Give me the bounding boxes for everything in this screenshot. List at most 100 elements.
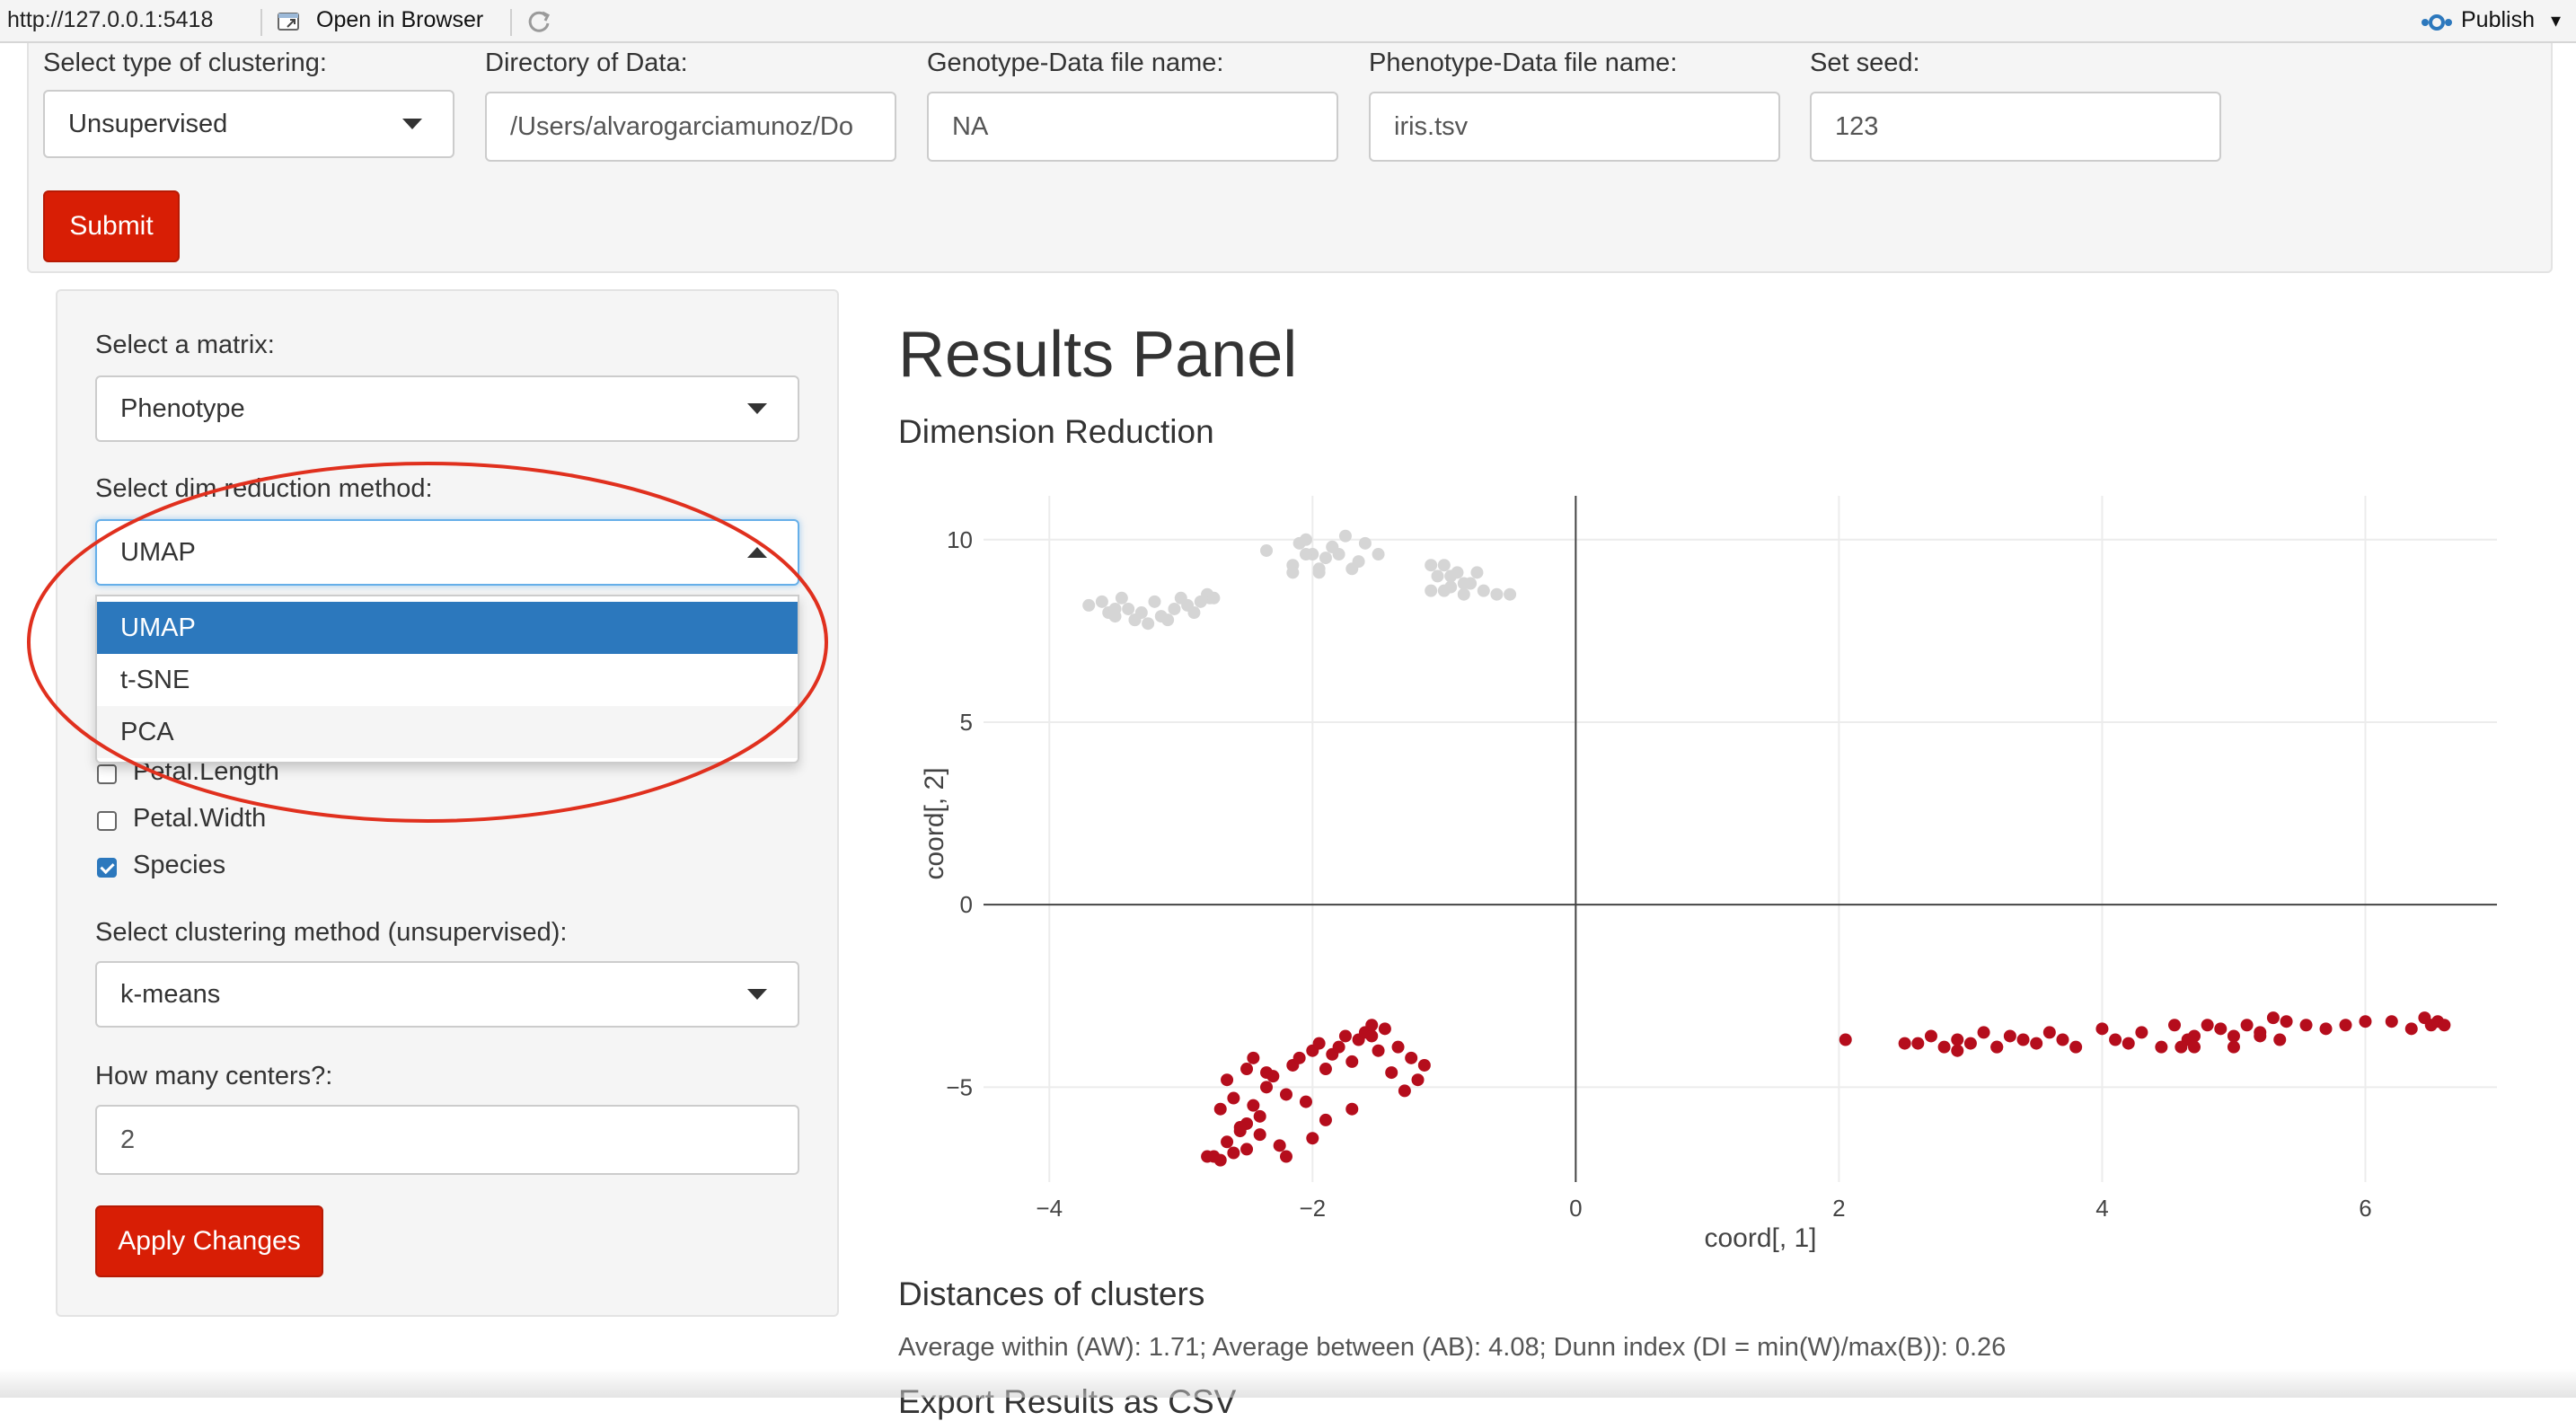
clustering-type-select[interactable]: Unsupervised	[43, 90, 454, 158]
open-in-browser-button[interactable]: Open in Browser	[316, 7, 484, 32]
data-point	[1352, 555, 1365, 569]
clustering-type-label: Select type of clustering:	[43, 49, 327, 77]
petal-width-checkbox[interactable]	[97, 811, 117, 831]
data-point	[1142, 617, 1155, 631]
data-point	[1292, 1051, 1306, 1064]
seed-input[interactable]: 123	[1810, 92, 2221, 162]
data-point	[1273, 1139, 1286, 1152]
distances-text: Average within (AW): 1.71; Average betwe…	[898, 1333, 2007, 1362]
x-tick-label: 4	[2095, 1195, 2108, 1222]
refresh-icon[interactable]	[525, 7, 553, 36]
publish-button[interactable]: Publish	[2461, 7, 2535, 32]
data-point	[1108, 602, 1122, 615]
x-tick-label: −4	[1036, 1195, 1063, 1222]
dropdown-option-tsne[interactable]: t-SNE	[120, 665, 190, 694]
publish-chevron-down-icon[interactable]: ▾	[2551, 9, 2562, 31]
data-point	[1299, 548, 1312, 561]
toolbar-divider	[260, 9, 262, 36]
submit-button[interactable]: Submit	[43, 190, 180, 262]
data-point	[2404, 1022, 2418, 1036]
data-point	[1372, 548, 1385, 561]
data-point	[1312, 562, 1326, 576]
petal-length-checkbox[interactable]	[97, 764, 117, 784]
dropdown-option-pca[interactable]: PCA	[97, 706, 798, 758]
cluster-method-label: Select clustering method (unsupervised):	[95, 918, 568, 947]
data-point	[1260, 1081, 1274, 1094]
matrix-value: Phenotype	[120, 393, 245, 423]
centers-input[interactable]: 2	[95, 1105, 799, 1175]
data-point	[1490, 587, 1504, 601]
data-point	[1470, 566, 1484, 579]
data-point	[2030, 1037, 2043, 1050]
data-point	[2122, 1037, 2135, 1050]
scatter-plot[interactable]: −4 −2 0 2 4 6 −5 0 5 10 coord[, 1] coord[, 2]	[898, 469, 2524, 1259]
species-label: Species	[133, 851, 226, 879]
apply-changes-button[interactable]: Apply Changes	[95, 1205, 323, 1277]
data-point	[1128, 613, 1142, 627]
open-in-browser-icon[interactable]	[277, 11, 302, 32]
data-point	[2385, 1015, 2398, 1028]
data-point	[2188, 1040, 2201, 1054]
data-point	[2003, 1029, 2016, 1043]
data-point	[1319, 552, 1332, 565]
cluster-method-select[interactable]: k-means	[95, 961, 799, 1028]
data-point	[2201, 1019, 2214, 1032]
phenotype-file-input[interactable]: iris.tsv	[1369, 92, 1780, 162]
data-point	[1306, 1132, 1319, 1145]
page-title: Results Panel	[898, 319, 1298, 391]
directory-value: /Users/alvarogarciamunoz/Do	[510, 111, 853, 141]
data-point	[1425, 559, 1438, 572]
cluster-method-value: k-means	[120, 979, 221, 1009]
data-point	[1227, 1091, 1240, 1105]
data-point	[1365, 1029, 1379, 1043]
viewer-url[interactable]: http://127.0.0.1:5418	[7, 7, 214, 32]
data-point	[1911, 1037, 1925, 1050]
scatter-plot-svg[interactable]: −4 −2 0 2 4 6 −5 0 5 10 coord[, 1] coord[, 2]	[898, 469, 2524, 1259]
data-point	[2227, 1029, 2240, 1043]
data-point	[2155, 1040, 2168, 1054]
publish-icon[interactable]	[2420, 9, 2454, 36]
chevron-down-icon	[747, 989, 767, 1000]
directory-input[interactable]: /Users/alvarogarciamunoz/Do	[485, 92, 896, 162]
data-point	[1253, 1128, 1266, 1142]
seed-label: Set seed:	[1810, 49, 1920, 77]
data-point	[1240, 1143, 1254, 1156]
data-point	[1260, 1066, 1274, 1080]
dimension-reduction-title: Dimension Reduction	[898, 413, 1214, 450]
dropdown-option-umap[interactable]: UMAP	[97, 602, 798, 654]
dim-reduction-select[interactable]: UMAP	[95, 519, 799, 586]
directory-label: Directory of Data:	[485, 49, 688, 77]
data-point	[1431, 569, 1444, 583]
data-point	[1312, 1037, 1326, 1050]
data-point	[2168, 1019, 2182, 1032]
data-point	[1161, 613, 1175, 627]
data-point	[1937, 1040, 1951, 1054]
data-point	[1227, 1146, 1240, 1160]
y-tick-label: 5	[960, 709, 973, 736]
data-point	[1233, 1121, 1247, 1134]
data-point	[1201, 1150, 1214, 1163]
data-point	[2299, 1019, 2313, 1032]
chevron-down-icon	[402, 119, 422, 129]
matrix-select[interactable]: Phenotype	[95, 375, 799, 442]
data-point	[1221, 1073, 1234, 1087]
data-point	[1963, 1037, 1977, 1050]
data-point	[1187, 606, 1201, 620]
distances-title: Distances of clusters	[898, 1275, 1205, 1312]
seed-value: 123	[1835, 111, 1879, 141]
data-point	[1951, 1033, 1964, 1046]
data-point	[1082, 598, 1096, 612]
species-checkbox[interactable]	[97, 858, 117, 878]
data-point	[1319, 1113, 1332, 1126]
data-point	[1444, 569, 1458, 583]
data-point	[1221, 1135, 1234, 1149]
data-point	[1990, 1040, 2004, 1054]
phenotype-file-label: Phenotype-Data file name:	[1369, 49, 1678, 77]
data-point	[1977, 1026, 1990, 1039]
data-point	[2227, 1040, 2240, 1054]
data-point	[2359, 1015, 2372, 1028]
x-tick-label: −2	[1299, 1195, 1326, 1222]
data-point	[1213, 1102, 1227, 1116]
data-point	[2109, 1033, 2122, 1046]
genotype-file-input[interactable]: NA	[927, 92, 1338, 162]
